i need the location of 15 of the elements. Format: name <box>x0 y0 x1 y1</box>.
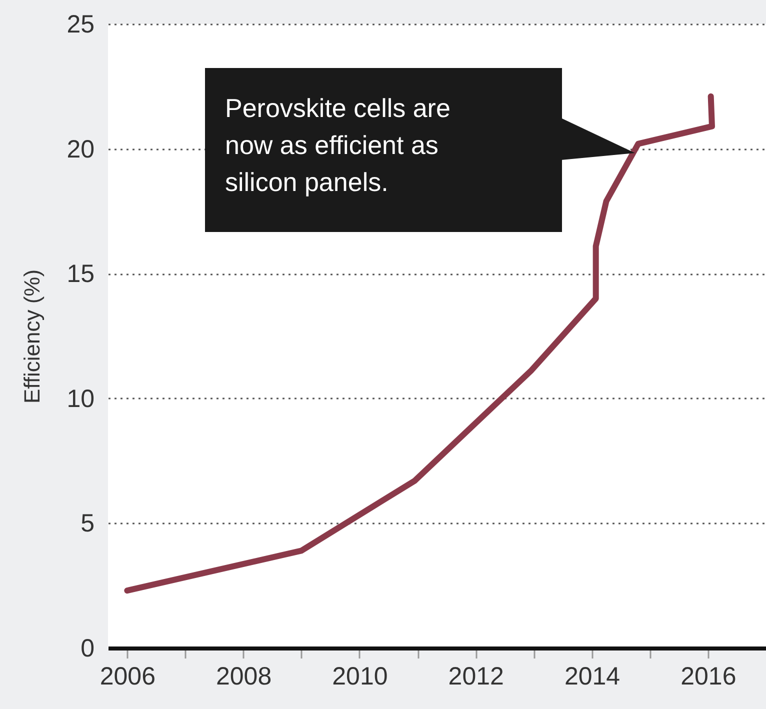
y-tick-label: 0 <box>80 634 94 662</box>
y-tick-label: 25 <box>66 10 94 38</box>
x-tick-label: 2016 <box>680 662 736 690</box>
y-tick-label: 15 <box>66 260 94 288</box>
y-axis-title: Efficiency (%) <box>20 269 45 404</box>
y-tick-label: 20 <box>66 135 94 164</box>
x-tick-label: 2006 <box>100 662 156 690</box>
x-tick-label: 2008 <box>216 662 272 690</box>
x-tick-label: 2014 <box>564 662 620 690</box>
annotation: Perovskite cells are now as efficient as silicon panels. <box>225 92 452 199</box>
y-tick-label: 10 <box>66 384 94 413</box>
x-tick-label: 2010 <box>332 662 388 690</box>
speech-bubble: Perovskite cells are now as efficient as silicon panels. <box>205 68 562 232</box>
x-tick-label: 2012 <box>448 662 504 690</box>
y-tick-label: 5 <box>80 510 94 538</box>
